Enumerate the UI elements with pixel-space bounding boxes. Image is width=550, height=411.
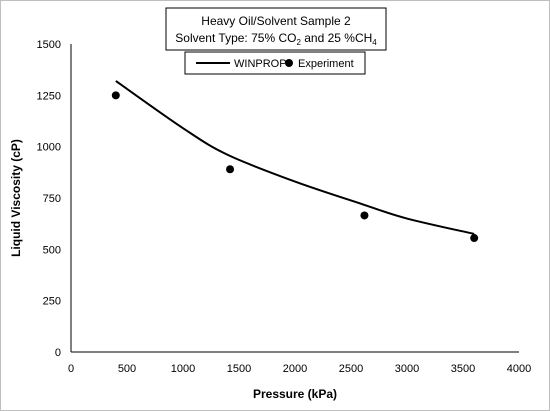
legend-label-experiment: Experiment — [298, 58, 354, 70]
title-line2-sub1: 2 — [296, 38, 301, 47]
experiment-point — [226, 165, 235, 174]
x-tick-label: 3000 — [395, 363, 419, 375]
x-tick-label: 1500 — [227, 363, 251, 375]
x-tick-label: 2000 — [283, 363, 307, 375]
y-tick-label: 0 — [55, 347, 61, 359]
x-axis-title: Pressure (kPa) — [253, 387, 337, 401]
y-tick-label: 250 — [43, 296, 61, 308]
legend-label-winprop: WINPROP — [234, 58, 287, 70]
legend-box — [184, 51, 366, 75]
y-tick-label: 500 — [43, 244, 61, 256]
x-tick-label: 500 — [118, 363, 136, 375]
title-box — [165, 7, 387, 51]
title-line2-sub2: 4 — [372, 38, 377, 47]
title-line2-middle: and 25 %CH — [301, 31, 372, 45]
x-tick-label: 3500 — [451, 363, 475, 375]
series-experiment-points — [111, 91, 479, 243]
y-tick-label: 1000 — [37, 142, 61, 154]
experiment-point — [111, 91, 120, 100]
chart-title-line1: Heavy Oil/Solvent Sample 2 — [201, 14, 351, 28]
x-tick-label: 0 — [68, 363, 74, 375]
series-winprop-line — [115, 80, 475, 235]
x-tick-label: 2500 — [339, 363, 363, 375]
y-tick-labels: 0 250 500 750 1000 1250 1500 — [37, 39, 61, 359]
y-tick-label: 1250 — [37, 90, 61, 102]
x-tick-labels: 0 500 1000 1500 2000 2500 3000 3500 4000 — [68, 363, 531, 375]
title-line2-prefix: Solvent Type: 75% CO — [175, 31, 296, 45]
y-axis-title: Liquid Viscosity (cP) — [9, 139, 23, 257]
y-tick-label: 1500 — [37, 39, 61, 51]
y-tick-label: 750 — [43, 193, 61, 205]
experiment-point — [360, 211, 369, 220]
x-tick-label: 4000 — [507, 363, 531, 375]
x-tick-label: 1000 — [171, 363, 195, 375]
experiment-point — [470, 234, 479, 243]
chart-title-line2: Solvent Type: 75% CO2 and 25 %CH4 — [175, 31, 377, 47]
legend-marker-symbol — [285, 59, 293, 67]
